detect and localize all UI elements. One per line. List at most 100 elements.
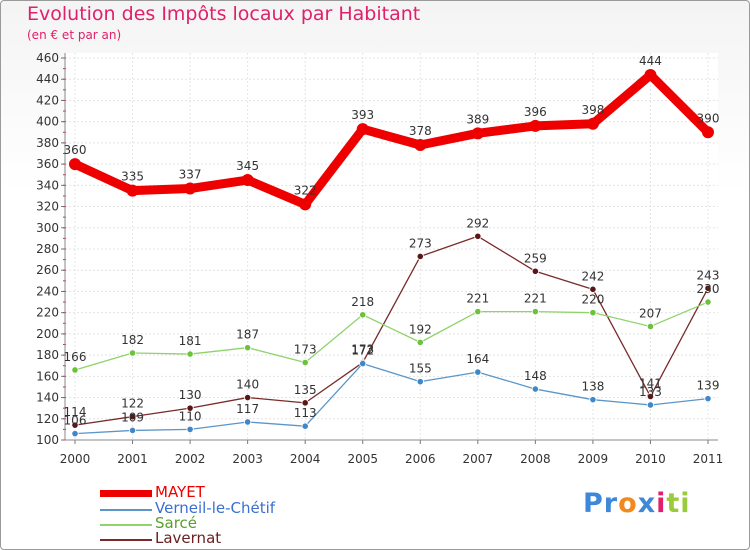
legend-label: Lavernat xyxy=(155,529,222,547)
chart-title: Evolution des Impôts locaux par Habitant xyxy=(27,3,421,25)
data-label: 242 xyxy=(581,269,604,283)
data-label: 135 xyxy=(294,383,317,397)
data-label: 322 xyxy=(294,183,317,197)
data-point xyxy=(646,322,655,331)
data-point xyxy=(474,308,482,316)
data-point xyxy=(531,385,539,393)
data-label: 337 xyxy=(179,168,202,182)
data-point xyxy=(128,413,137,421)
y-tick-label: 200 xyxy=(36,327,59,341)
data-label: 187 xyxy=(236,328,259,342)
legend-swatch xyxy=(100,509,152,511)
data-label: 113 xyxy=(294,406,317,420)
x-tick-label: 2009 xyxy=(578,452,609,466)
legend-swatch xyxy=(100,524,152,526)
legend-label: MAYET xyxy=(155,483,205,501)
data-point xyxy=(531,267,539,275)
logo-letter: r xyxy=(603,488,619,519)
data-label: 172 xyxy=(351,344,374,358)
data-label: 220 xyxy=(581,293,604,307)
data-point xyxy=(71,421,79,429)
logo-letter: t xyxy=(666,488,681,519)
data-point xyxy=(646,401,655,409)
data-label: 182 xyxy=(121,333,144,347)
data-label: 389 xyxy=(466,112,489,126)
data-point xyxy=(589,396,597,404)
series-line-verneil-le-ch-tif xyxy=(74,362,709,435)
data-point xyxy=(589,285,597,293)
y-tick-label: 140 xyxy=(36,391,59,405)
data-label: 273 xyxy=(409,236,432,250)
data-label: 138 xyxy=(581,380,604,394)
data-label: 173 xyxy=(294,343,317,357)
y-tick-label: 340 xyxy=(36,178,59,192)
y-tick-label: 220 xyxy=(36,306,59,320)
data-point xyxy=(356,123,369,136)
data-point xyxy=(529,119,542,132)
data-label: 173 xyxy=(351,343,374,357)
y-tick-label: 180 xyxy=(36,348,59,362)
data-point xyxy=(414,139,427,152)
x-tick-label: 2006 xyxy=(405,452,436,466)
y-tick-label: 240 xyxy=(36,284,59,298)
data-label: 396 xyxy=(524,105,547,119)
data-point xyxy=(186,350,194,358)
data-point xyxy=(244,344,252,352)
data-point xyxy=(186,404,194,412)
x-tick-label: 2011 xyxy=(693,452,724,466)
data-point xyxy=(702,126,714,139)
data-point xyxy=(71,430,79,438)
data-label: 218 xyxy=(351,295,374,309)
data-point xyxy=(416,338,424,346)
data-point xyxy=(69,158,81,171)
data-point xyxy=(301,422,309,430)
data-label: 192 xyxy=(409,322,432,336)
y-tick-label: 400 xyxy=(36,115,59,129)
chart-subtitle: (en € et par an) xyxy=(27,28,122,42)
logo-letter: i xyxy=(680,488,691,519)
line-chart: 100 120 140 160 180 200 220 240 260 280 300 320 340 3… xyxy=(36,51,724,466)
logo-letter: P xyxy=(583,488,604,519)
data-label: 230 xyxy=(697,282,720,296)
data-label: 393 xyxy=(351,108,374,122)
data-label: 207 xyxy=(639,306,662,320)
data-point xyxy=(416,378,424,386)
x-tick-label: 2007 xyxy=(463,452,494,466)
data-point xyxy=(704,298,712,306)
legend-swatch xyxy=(100,539,152,541)
data-label: 335 xyxy=(121,170,144,184)
data-label: 164 xyxy=(466,352,489,366)
data-point xyxy=(586,117,599,130)
x-tick-label: 2002 xyxy=(175,452,206,466)
data-point xyxy=(184,182,197,195)
data-label: 243 xyxy=(697,268,720,282)
legend-swatch xyxy=(100,490,152,497)
data-label: 390 xyxy=(697,111,720,125)
data-label: 360 xyxy=(64,143,87,157)
data-label: 444 xyxy=(639,54,662,68)
data-label: 122 xyxy=(121,397,144,411)
series-line-mayet xyxy=(70,70,713,209)
data-point xyxy=(301,358,309,367)
x-tick-label: 2003 xyxy=(232,452,263,466)
x-tick-label: 2005 xyxy=(347,452,378,466)
x-tick-label: 2001 xyxy=(117,452,148,466)
x-tick-label: 2010 xyxy=(635,452,666,466)
data-point xyxy=(71,366,79,374)
data-label: 181 xyxy=(179,334,202,348)
proxiti-logo: Proxiti xyxy=(583,488,691,519)
data-point xyxy=(241,174,254,187)
data-point xyxy=(299,198,312,211)
data-point xyxy=(416,252,424,261)
y-tick-label: 300 xyxy=(36,221,59,235)
data-label: 106 xyxy=(64,414,87,428)
x-tick-label: 2000 xyxy=(60,452,91,466)
data-point xyxy=(359,311,367,319)
y-tick-label: 420 xyxy=(36,93,59,107)
data-point xyxy=(589,309,597,317)
data-label: 139 xyxy=(697,379,720,393)
y-tick-label: 360 xyxy=(36,157,59,171)
data-point xyxy=(531,308,539,316)
data-point xyxy=(704,284,712,292)
data-point xyxy=(474,368,482,376)
